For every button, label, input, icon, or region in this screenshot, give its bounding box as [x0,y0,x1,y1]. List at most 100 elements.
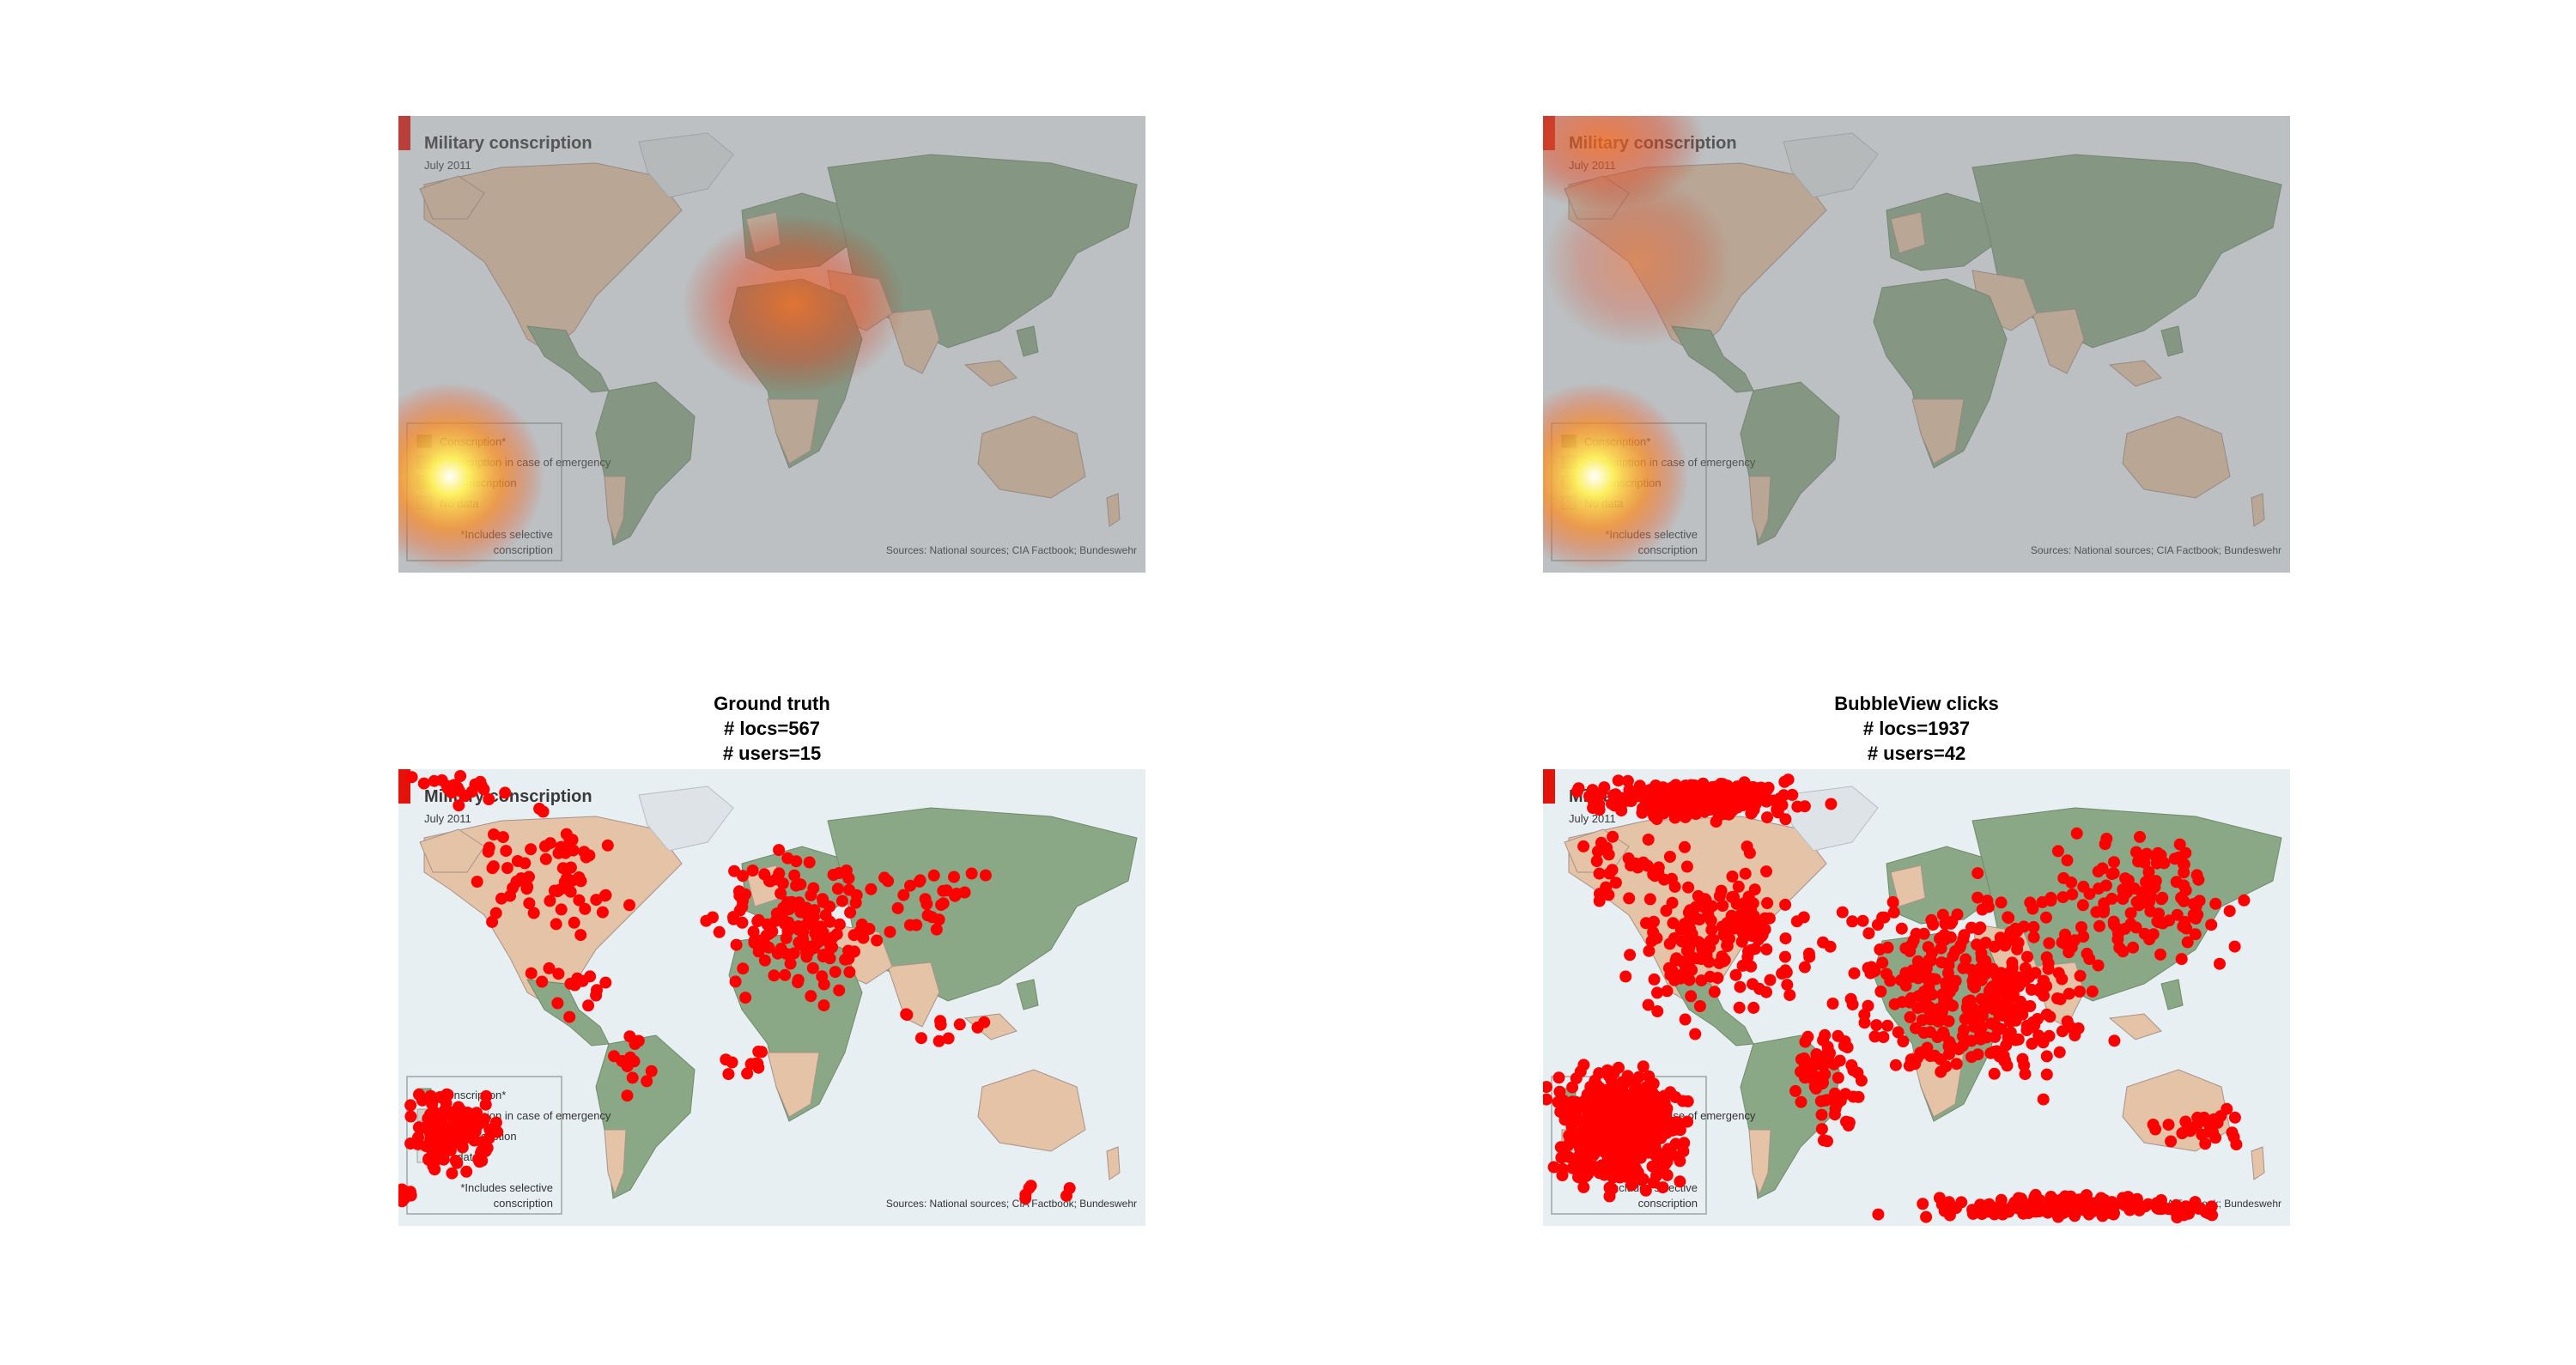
click-point [1953,942,1966,955]
click-point [1779,950,1791,963]
click-point [2069,934,2081,947]
click-point [865,883,878,895]
click-point [632,1034,645,1047]
click-point [1698,893,1711,906]
click-point [1704,914,1717,927]
heatmap-panel-2: Military conscription July 2011 Conscrip… [1543,116,2290,573]
click-point [1763,794,1776,807]
click-point [1604,1154,1617,1167]
click-point [2092,959,2105,972]
click-point [1704,934,1717,947]
click-point [953,1018,966,1031]
click-point [559,846,572,859]
click-point [2227,1131,2240,1144]
click-point [1589,791,1602,804]
click-point [1694,937,1707,950]
click-point [863,923,876,935]
click-point [2132,855,2145,868]
click-point [527,907,540,919]
click-point [1726,871,1739,883]
caption-users: # users=42 [1867,743,1966,764]
click-point [645,1065,658,1077]
click-point [475,1146,488,1159]
click-point [2122,1191,2135,1204]
click-point [773,844,786,857]
click-point [1687,910,1700,923]
bubbleview-points [1543,774,2251,1224]
click-point [2214,957,2226,970]
click-point [424,1089,437,1102]
click-point [1649,807,1662,820]
click-point [2039,911,2052,924]
click-point [1658,801,1671,814]
click-point [2098,897,2111,910]
click-point [1987,1003,2000,1016]
click-point [903,919,916,931]
click-point [1904,1010,1917,1023]
click-point [831,883,844,895]
click-point [1916,1014,1929,1027]
click-point [843,966,856,979]
click-point [2053,1046,2066,1059]
caption-title: Ground truth [714,693,830,714]
click-point [1815,1123,1828,1136]
ground-truth-points [398,770,1076,1208]
click-point [1686,950,1698,963]
click-point [778,914,791,927]
click-point [1958,1023,1970,1036]
click-point [2063,987,2075,1000]
click-point [1735,935,1748,948]
click-point [739,888,751,901]
click-point [599,889,612,901]
click-point [1679,840,1691,853]
click-point [1824,940,1837,953]
click-point [523,897,536,910]
click-point [413,1089,425,1101]
click-point [1715,884,1728,897]
click-point [2026,902,2039,915]
click-point [2155,893,2168,906]
click-point [1779,898,1792,911]
click-point [2142,865,2155,878]
click-point [525,843,538,856]
click-point [1996,980,2008,993]
heatmap-map-1: Military conscription July 2011 Conscrip… [398,116,1145,573]
click-point [1843,1116,1856,1129]
click-point [2057,891,2069,904]
click-point [1669,954,1682,967]
click-point [1852,1090,1865,1103]
click-point [792,974,805,986]
click-point [1910,1022,1922,1034]
click-point [489,1116,502,1129]
click-point [2002,911,2014,924]
click-point [574,929,587,942]
click-point [2026,1021,2038,1034]
click-point [1799,1035,1812,1048]
click-point [2170,876,2183,889]
click-point [2019,962,2032,974]
click-point [1846,915,1859,928]
click-point [1668,932,1680,944]
click-point [1646,1160,1659,1173]
click-point [756,1046,768,1059]
click-point [1972,923,1985,936]
click-point [1889,1059,1902,1071]
click-point [1783,989,1796,1002]
click-point [816,970,829,983]
click-point [1674,1175,1686,1188]
click-point [489,907,502,919]
click-point [1923,1026,1936,1039]
click-point [1682,881,1695,894]
click-point [1681,1095,1694,1107]
click-point [459,1125,472,1138]
click-point [919,893,932,906]
click-point [2129,846,2142,858]
click-point [1868,965,1881,978]
click-point [1615,804,1628,817]
click-point [1988,1067,2001,1080]
click-point [566,834,579,846]
click-point [722,1068,735,1081]
click-point [591,984,603,997]
click-point [1736,959,1749,972]
click-point [1679,810,1692,823]
